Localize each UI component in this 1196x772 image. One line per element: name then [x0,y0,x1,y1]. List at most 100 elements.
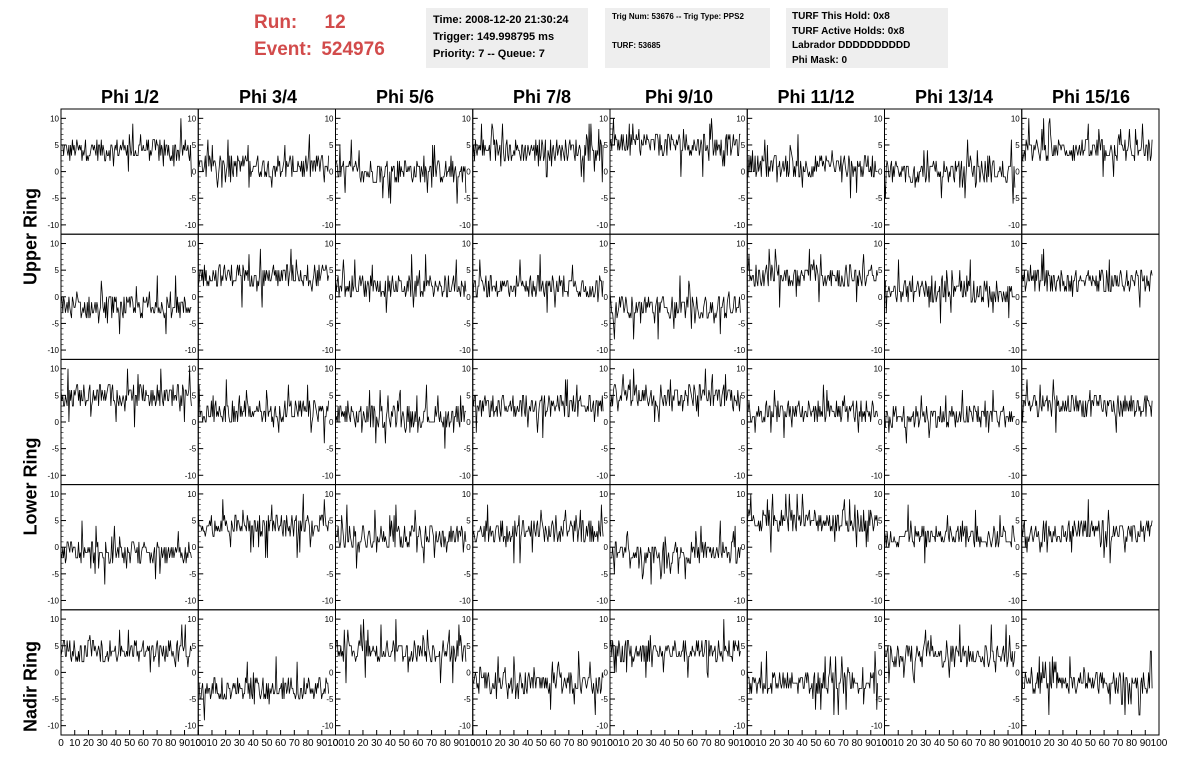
y-tick-label: -10 [871,471,883,480]
x-tick-label: 90 [591,738,603,749]
y-tick-label: 0 [55,543,60,552]
y-tick-label: 0 [329,543,334,552]
y-tick-label: -10 [1008,471,1020,480]
y-tick-label: -10 [1008,596,1020,605]
y-tick-label: 10 [187,114,196,123]
y-tick-label: -5 [875,695,883,704]
panel-frame [1021,233,1160,360]
y-tick-label: 0 [878,293,883,302]
waveform-trace [884,259,1015,324]
x-tick-label: 0 [470,738,476,749]
waveform-trace [197,493,329,558]
y-tick-label: 10 [874,615,883,624]
y-tick-label: 5 [466,391,471,400]
y-tick-label: -5 [875,319,883,328]
y-tick-label: 5 [604,391,609,400]
y-tick-label: 0 [55,418,60,427]
y-tick-label: 10 [187,365,196,374]
y-tick-label: 10 [187,615,196,624]
y-tick-label: -10 [185,596,197,605]
x-tick-label: 70 [1112,738,1124,749]
y-tick-label: 10 [874,365,883,374]
phi-header-11-12: Phi 11/12 [777,87,855,107]
y-tick-label: -5 [189,319,197,328]
waveform-trace [1021,248,1153,308]
y-tick-label: 0 [604,293,609,302]
y-tick-label: 0 [55,168,60,177]
y-tick-label: -10 [185,221,197,230]
panel-r3-c1: 10 5 0 -5 -10 [185,484,336,611]
y-tick-label: -5 [1013,445,1021,454]
panel-r0-c6: 10 5 0 -5 -10 [871,108,1023,235]
x-tick-label: 70 [975,738,987,749]
run-number: 12 [324,12,346,33]
y-tick-label: -5 [1013,194,1021,203]
y-tick-label: 10 [599,490,608,499]
waveform-trace [1021,379,1153,433]
panel-frame [746,358,885,486]
y-tick-label: 5 [1015,642,1020,651]
phi-header-1-2: Phi 1/2 [100,87,160,107]
x-tick-label: 70 [701,738,713,749]
y-tick-label: -10 [596,596,608,605]
x-tick-label: 70 [289,738,301,749]
y-tick-label: 10 [50,615,59,624]
y-tick-label: -10 [322,221,334,230]
y-tick-label: 10 [599,365,608,374]
y-tick-label: -10 [596,221,608,230]
y-tick-label: 10 [599,114,608,123]
y-tick-label: -5 [875,194,883,203]
panel-r3-c3: 10 5 0 -5 -10 [459,484,611,611]
y-tick-label: 10 [462,240,471,249]
y-tick-label: -10 [47,471,59,480]
turf-num-text: TURF: 53685 [612,41,661,50]
y-tick-label: 5 [878,642,883,651]
x-tick-label: 40 [110,738,122,749]
y-tick-label: 0 [55,668,60,677]
phi-header-3-4: Phi 3/4 [238,87,298,107]
y-tick-label: 0 [192,668,197,677]
x-tick-label: 60 [824,738,836,749]
x-tick-label: 30 [783,738,795,749]
panel-frame [1021,358,1160,486]
panel-r3-c5: 10 5 0 -5 -10 [734,484,885,611]
y-tick-label: 10 [325,615,334,624]
x-tick-label: 90 [179,738,191,749]
x-tick-label: 60 [412,738,424,749]
panel-r4-c5: 10 5 0 -5 -10 [734,609,885,736]
y-tick-label: 0 [329,293,334,302]
panel-frame [60,609,199,736]
panel-frame [884,484,1023,611]
x-tick-label: 0 [882,738,888,749]
waveform-trace [884,389,1015,444]
waveform-trace [884,504,1016,564]
run-label-text: Run: [254,12,298,33]
waveform-trace [335,139,467,204]
waveform-trace [747,384,878,439]
x-tick-label: 90 [865,738,877,749]
y-tick-label: 5 [878,141,883,150]
y-tick-label: 0 [466,543,471,552]
x-tick-label: 50 [261,738,273,749]
y-tick-label: 5 [604,642,609,651]
y-tick-label: 0 [1015,293,1020,302]
x-tick-label: 20 [357,738,369,749]
y-tick-label: -5 [738,319,746,328]
y-tick-label: -5 [738,194,746,203]
y-tick-label: 5 [466,642,471,651]
panel-frame [609,233,748,360]
time-info-box: Time: 2008-12-20 21:30:24 Trigger: 149.9… [426,8,588,68]
y-tick-label: 0 [466,168,471,177]
y-tick-label: -5 [875,445,883,454]
x-tick-label: 50 [1085,738,1097,749]
x-tick-label: 20 [632,738,644,749]
labrador-text: Labrador DDDDDDDDDD [792,40,911,51]
x-tick-label: 30 [371,738,383,749]
y-tick-label: 5 [329,141,334,150]
waveform-trace [1021,650,1153,716]
y-tick-label: -10 [596,471,608,480]
panel-r1-c1: 10 5 0 -5 -10 [185,233,336,360]
y-tick-label: -5 [1013,319,1021,328]
panel-frame [197,358,336,486]
y-tick-label: 5 [878,391,883,400]
